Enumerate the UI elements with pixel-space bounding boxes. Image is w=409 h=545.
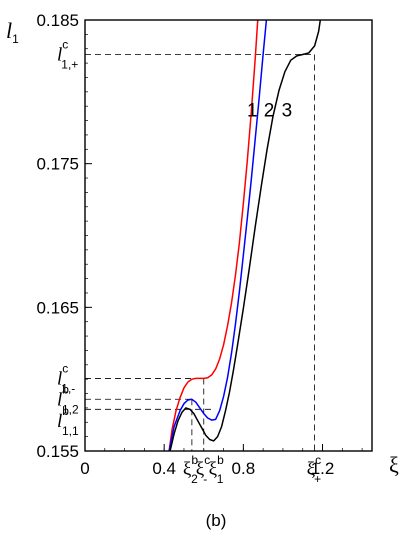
series-2-line [168,20,268,451]
y-axis-title-main: l [6,18,12,43]
curve-label: 3 [282,100,293,121]
y-tick-label: 0.155 [36,442,79,461]
x-annotation-label: ξc + [307,453,322,486]
x-annotation-label: ξc - [196,453,210,486]
axis-ticks: 0.155 0.165 0.175 0.185 0 0.4 0.8 1.2 [36,11,363,478]
x-tick-label: 0 [80,459,89,478]
x-tick-label: 0.4 [152,459,176,478]
y-axis-title-sub: 1 [12,32,19,46]
y-tick-label: 0.175 [36,155,79,174]
plot-frame [84,19,373,452]
curve-label: 1 [247,100,258,121]
reference-lines [85,54,316,451]
y-tick-label: 0.165 [36,298,79,317]
x-annotation-label: ξb 2 [183,453,198,486]
x-annotation-label: ξb 1 [209,453,224,486]
series-3-line [169,20,322,451]
series-layer [168,20,322,451]
panel-label: (b) [206,511,227,530]
series-1-line [168,20,259,451]
x-tick-label: 1.2 [311,459,335,478]
y-axis-title: l1 [6,18,19,46]
y-annotation-label: lc 1,- [57,361,75,395]
y-annotation-label: lc 1,+ [57,37,78,71]
y-tick-label: 0.185 [36,11,79,30]
x-tick-label: 0.8 [232,459,256,478]
y-annotation-label: lb 1,2 [57,382,79,416]
curve-label: 2 [264,100,275,121]
x-axis-title: ξ [389,452,399,477]
annotations: lc 1,+ lc 1,-lb 1,2lb 1,1 ξb 2ξc - ξb 1 ξc + 1 2 3 [57,37,321,486]
y-annotation-label: lb 1,1 [57,404,79,438]
